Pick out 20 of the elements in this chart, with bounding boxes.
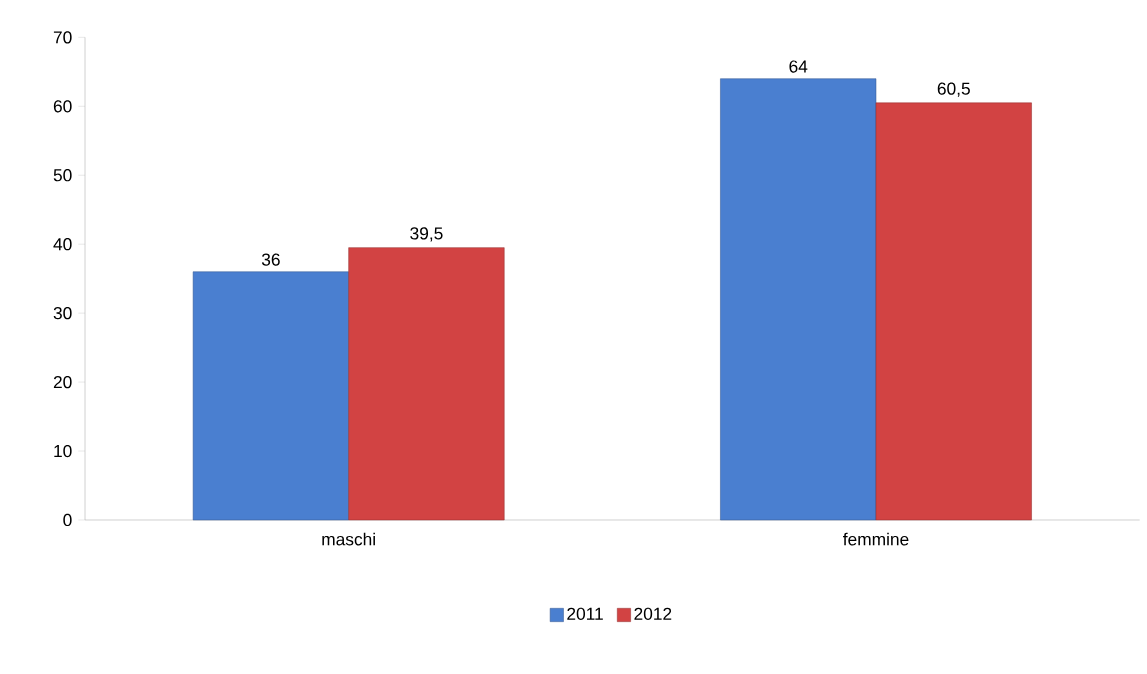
y-tick-label: 10 [54, 444, 72, 458]
bar [720, 78, 877, 521]
data-label: 39,5 [410, 227, 443, 242]
data-label: 64 [789, 60, 808, 73]
bar [348, 247, 505, 521]
y-tick-label: 0 [63, 513, 72, 527]
x-tick-label: maschi [322, 532, 375, 546]
bar [875, 102, 1032, 521]
legend-label: 2011 [567, 607, 603, 620]
y-tick-label: 20 [53, 375, 72, 389]
legend-label: 2012 [634, 607, 672, 620]
data-label: 60,5 [937, 82, 970, 97]
y-tick-label: 40 [53, 238, 72, 251]
y-tick-label: 70 [53, 31, 72, 44]
y-tick-label: 50 [53, 169, 72, 182]
data-label: 36 [261, 253, 280, 266]
y-tick-label: 60 [53, 100, 72, 113]
bar [192, 271, 349, 521]
x-tick-label: femmine [843, 532, 909, 546]
y-tick-label: 30 [53, 306, 72, 320]
